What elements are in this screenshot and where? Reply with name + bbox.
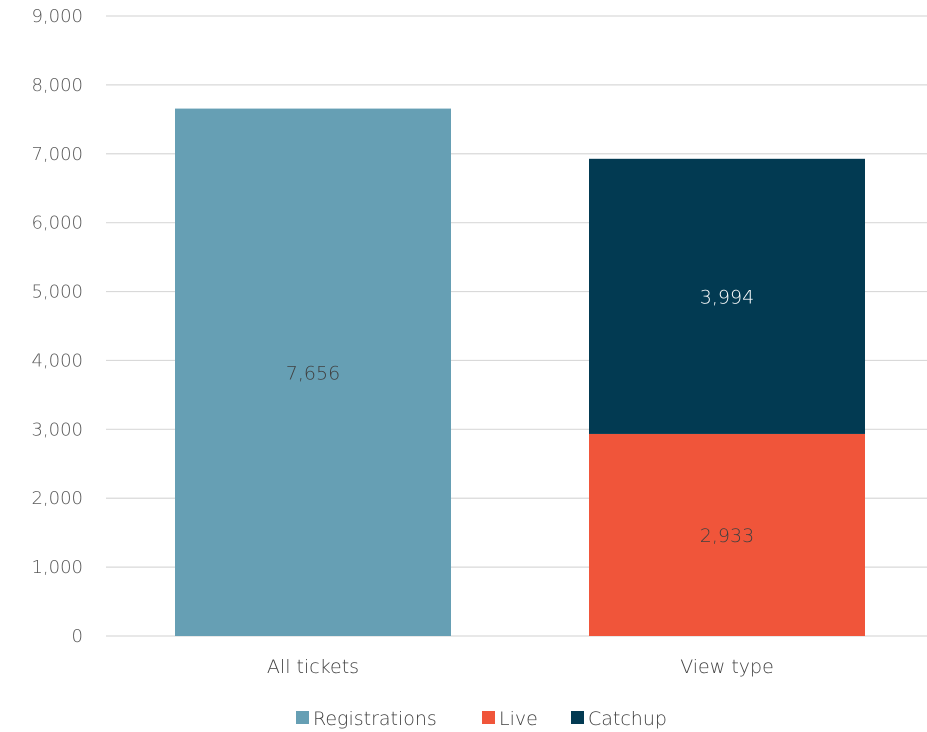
bar-live: [589, 433, 865, 636]
y-tick-label: 9,000: [31, 6, 83, 27]
legend-swatch: [571, 711, 584, 724]
legend-item: Registrations: [296, 708, 437, 730]
bars: [175, 108, 865, 636]
y-tick-label: 8,000: [31, 75, 83, 96]
y-tick-label: 0: [72, 626, 83, 647]
legend-swatch: [482, 711, 495, 724]
data-labels: 7,656 2,933 3,994: [286, 286, 754, 547]
y-axis: 0 1,000 2,000 3,000 4,000 5,000 6,000 7,000 8,00…: [31, 6, 83, 647]
bar-registrations: [175, 108, 451, 636]
legend-item: Catchup: [571, 708, 667, 730]
bar-catchup: [589, 158, 865, 434]
y-tick-label: 5,000: [31, 282, 83, 303]
y-tick-label: 7,000: [31, 144, 83, 165]
legend-label: Catchup: [588, 708, 667, 730]
y-tick-label: 4,000: [31, 350, 83, 371]
data-label: 2,933: [700, 525, 754, 547]
category-label: View type: [680, 656, 774, 678]
legend-swatch: [296, 711, 309, 724]
data-label: 7,656: [286, 362, 340, 384]
category-label: All tickets: [267, 656, 359, 678]
y-tick-label: 3,000: [31, 419, 83, 440]
legend: Registrations Live Catchup: [296, 708, 667, 730]
y-tick-label: 1,000: [31, 557, 83, 578]
y-tick-label: 6,000: [31, 213, 83, 234]
data-label: 3,994: [700, 286, 754, 308]
x-axis: All tickets View type: [267, 656, 774, 678]
legend-label: Registrations: [313, 708, 437, 730]
legend-item: Live: [482, 708, 538, 730]
y-tick-label: 2,000: [31, 488, 83, 509]
legend-label: Live: [499, 708, 538, 730]
